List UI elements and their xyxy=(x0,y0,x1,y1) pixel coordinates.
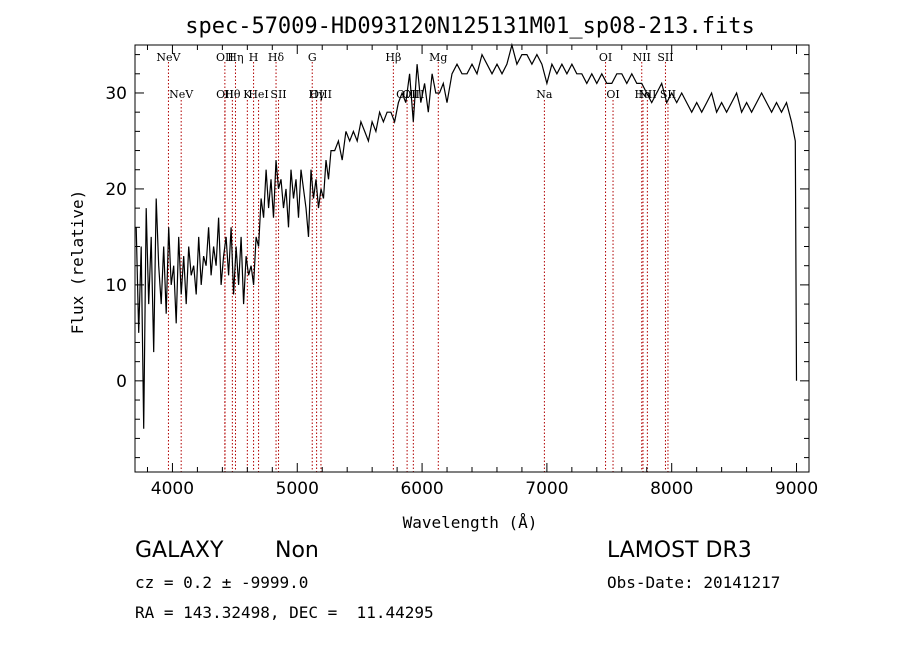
y-axis-label: Flux (relative) xyxy=(68,190,87,335)
line-label: SII xyxy=(270,88,286,101)
line-label: Hδ xyxy=(268,51,285,64)
line-label: Na xyxy=(536,88,553,101)
spectrum-line xyxy=(135,42,798,429)
y-tick-label: 30 xyxy=(105,84,127,104)
line-label: NeV xyxy=(169,88,194,101)
line-label: Hγ xyxy=(309,88,326,101)
redshift-label: cz = 0.2 ± -9999.0 xyxy=(135,573,309,592)
x-tick-label: 8000 xyxy=(650,479,693,499)
x-tick-label: 5000 xyxy=(276,479,319,499)
line-label: OII xyxy=(216,51,234,64)
obs-date-label: Obs-Date: 20141217 xyxy=(607,573,781,592)
x-tick-label: 6000 xyxy=(400,479,443,499)
object-class: GALAXY xyxy=(135,538,224,563)
survey-label: LAMOST DR3 xyxy=(607,538,752,563)
line-label: H xyxy=(249,51,259,64)
line-label: Hβ xyxy=(385,51,401,64)
y-tick-label: 20 xyxy=(105,180,127,200)
line-label: HeI xyxy=(248,88,268,101)
line-label: OI xyxy=(606,88,619,101)
line-label: Hα xyxy=(634,88,652,101)
line-label: NII xyxy=(633,51,651,64)
line-label: K xyxy=(243,88,252,101)
line-label: G xyxy=(308,51,317,64)
x-tick-label: 4000 xyxy=(151,479,194,499)
x-axis-label: Wavelength (Å) xyxy=(403,513,538,532)
x-tick-label: 9000 xyxy=(775,479,818,499)
line-label: Mg xyxy=(429,51,447,64)
line-label: NeV xyxy=(156,51,181,64)
coordinates-label: RA = 143.32498, DEC = 11.44295 xyxy=(135,603,434,622)
plot-frame xyxy=(134,44,810,473)
line-label: OII xyxy=(216,88,234,101)
y-tick-label: 0 xyxy=(116,372,127,392)
line-label: Hη xyxy=(227,51,243,64)
object-subclass: Non xyxy=(275,538,319,563)
line-label: Hθ xyxy=(224,88,241,101)
line-label: OIII xyxy=(310,88,332,101)
line-label: OI xyxy=(599,51,612,64)
line-label: SII xyxy=(657,51,673,64)
chart-title: spec-57009-HD093120N125131M01_sp08-213.f… xyxy=(185,14,755,39)
x-tick-label: 7000 xyxy=(525,479,568,499)
axes: 4000 5000 6000 7000 8000 9000 0 10 20 30 xyxy=(105,44,818,499)
y-tick-label: 10 xyxy=(105,276,127,296)
